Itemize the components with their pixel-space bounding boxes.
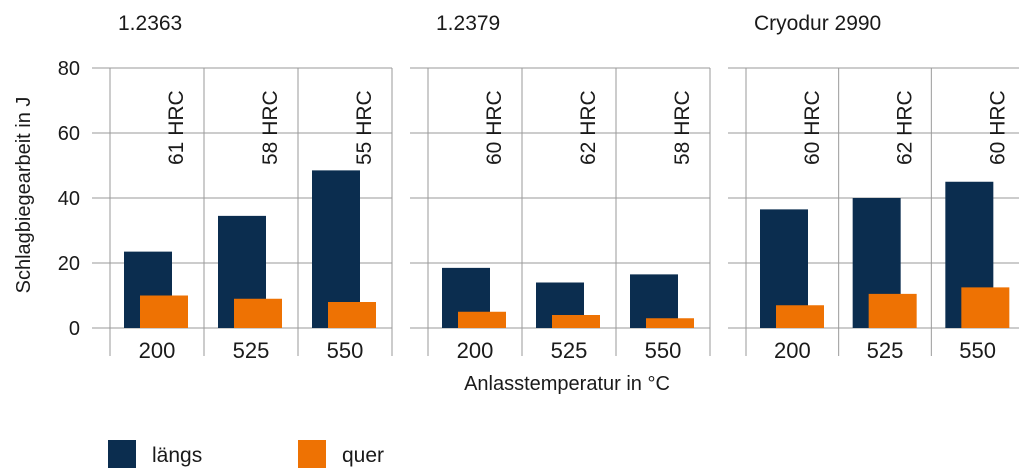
hardness-annotation: 61 HRC <box>165 90 188 165</box>
legend-item: quer <box>298 440 384 468</box>
panel-title: Cryodur 2990 <box>754 12 881 35</box>
x-tick-label: 525 <box>867 338 904 363</box>
bar-quer <box>776 305 824 328</box>
bar-quer <box>328 302 376 328</box>
y-tick-label: 80 <box>58 58 80 80</box>
y-tick-label: 0 <box>69 318 80 340</box>
hardness-annotation: 62 HRC <box>894 90 917 165</box>
bar-quer <box>458 311 506 328</box>
bar-quer <box>868 293 917 328</box>
x-tick-label: 525 <box>233 338 270 363</box>
hardness-annotation: 60 HRC <box>986 90 1009 165</box>
legend-swatch <box>298 440 326 468</box>
x-tick-label: 200 <box>139 338 176 363</box>
x-tick-label: 200 <box>457 338 494 363</box>
bar-quer <box>140 295 188 328</box>
chart-panels: 1.2363 61 HRC 200 58 HRC 525 55 HRC 550 1.2379 6… <box>92 12 1019 363</box>
panel-3: Cryodur 2990 60 HRC 200 62 HRC 525 60 HRC 550 <box>728 12 1019 363</box>
legend-item: längs <box>108 440 202 468</box>
hardness-annotation: 55 HRC <box>353 90 376 165</box>
x-axis-label: Anlasstemperatur in °C <box>464 373 670 395</box>
legend-label: quer <box>342 444 384 467</box>
y-axis-label: Schlagbiegearbeit in J <box>13 97 35 294</box>
x-tick-label: 550 <box>959 338 996 363</box>
hardness-annotation: 62 HRC <box>577 90 600 165</box>
hardness-annotation: 60 HRC <box>801 90 824 165</box>
hardness-annotation: 58 HRC <box>671 90 694 165</box>
y-axis: 0 20 40 60 80 <box>58 58 80 340</box>
legend: längs quer <box>108 440 384 468</box>
x-tick-label: 550 <box>645 338 682 363</box>
bar-quer <box>961 287 1010 328</box>
legend-label: längs <box>152 444 202 467</box>
panel-title: 1.2379 <box>436 12 500 35</box>
hardness-annotation: 60 HRC <box>483 90 506 165</box>
x-tick-label: 200 <box>774 338 811 363</box>
hardness-annotation: 58 HRC <box>259 90 282 165</box>
legend-swatch <box>108 440 136 468</box>
y-tick-label: 20 <box>58 253 80 275</box>
panel-2: 1.2379 60 HRC 200 62 HRC 525 58 HRC 550 <box>410 12 711 363</box>
bar-quer <box>234 298 282 328</box>
panel-title: 1.2363 <box>118 12 182 35</box>
y-tick-label: 60 <box>58 123 80 145</box>
y-tick-label: 40 <box>58 188 80 210</box>
panel-1: 1.2363 61 HRC 200 58 HRC 525 55 HRC 550 <box>92 12 393 363</box>
bar-quer <box>552 315 600 328</box>
bar-laengs <box>312 170 360 328</box>
x-tick-label: 550 <box>327 338 364 363</box>
x-tick-label: 525 <box>551 338 588 363</box>
bar-quer <box>646 318 694 328</box>
